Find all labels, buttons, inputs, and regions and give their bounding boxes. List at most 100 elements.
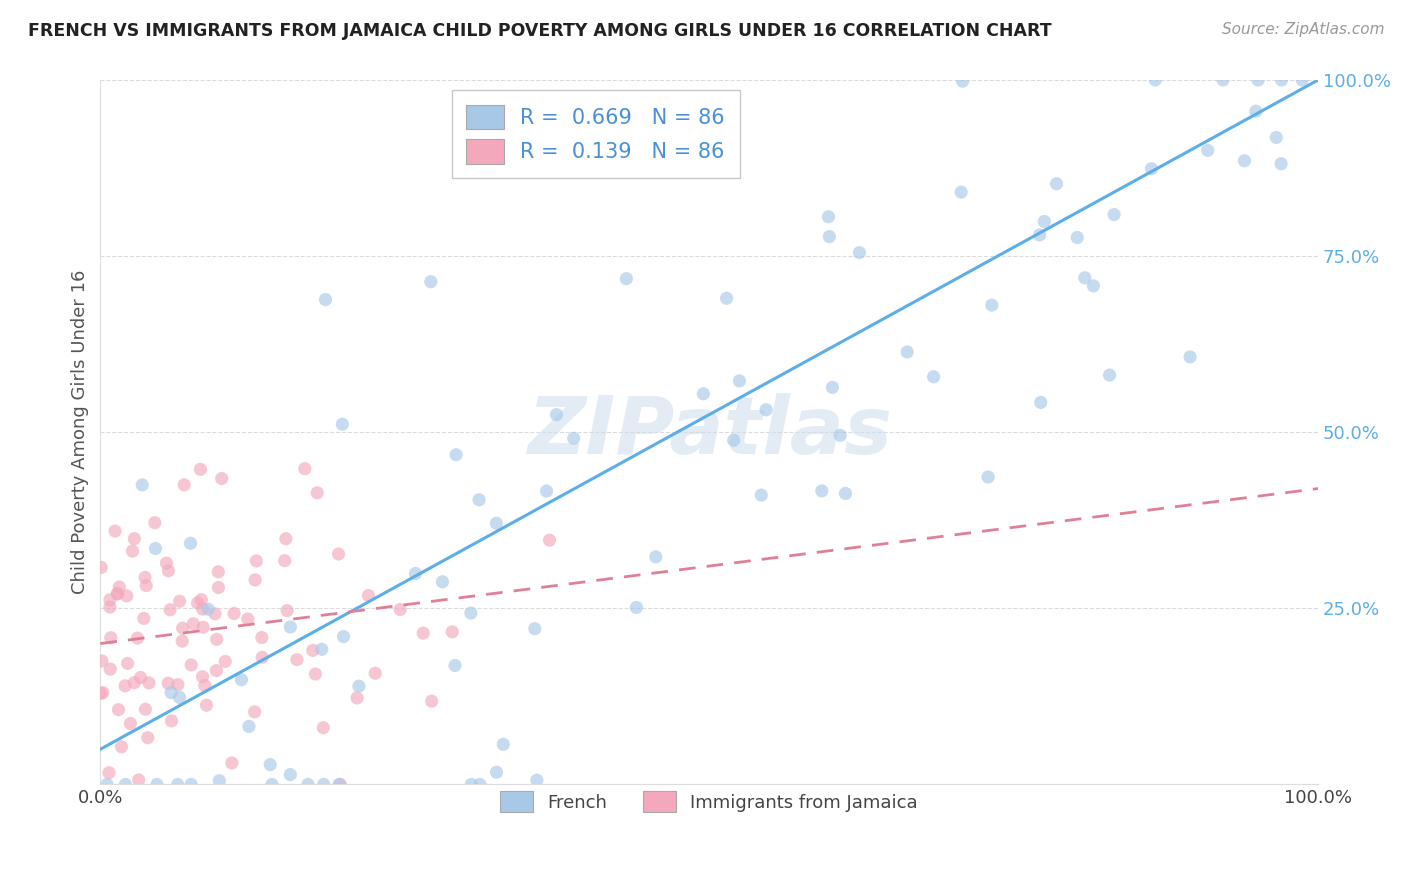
Point [180, 657, 202, 672]
Point [160, 685, 183, 699]
Point [90, 560, 112, 574]
Point [160, 714, 183, 728]
Point [485, 516, 508, 531]
Point [121, 544, 143, 558]
Point [1244, 104, 1267, 119]
Point [98, 600, 121, 615]
Point [1102, 208, 1125, 222]
Point [755, 402, 778, 417]
Point [523, 622, 546, 636]
Point [260, 777, 283, 791]
Point [127, 631, 149, 645]
Point [304, 667, 326, 681]
Point [214, 655, 236, 669]
Point [329, 777, 352, 791]
Point [136, 731, 159, 745]
Point [191, 670, 214, 684]
Point [311, 642, 333, 657]
Point [896, 345, 918, 359]
Point [180, 536, 202, 550]
Point [90, 686, 112, 700]
Point [195, 698, 218, 713]
Point [810, 483, 832, 498]
Point [1178, 350, 1201, 364]
Point [1045, 177, 1067, 191]
Point [728, 374, 751, 388]
Point [243, 573, 266, 587]
Point [120, 716, 142, 731]
Point [278, 767, 301, 781]
Point [830, 428, 852, 442]
Point [346, 690, 368, 705]
Point [1066, 230, 1088, 244]
Point [190, 462, 212, 476]
Point [536, 484, 558, 499]
Point [432, 574, 454, 589]
Point [222, 607, 245, 621]
Point [250, 631, 273, 645]
Text: Source: ZipAtlas.com: Source: ZipAtlas.com [1222, 22, 1385, 37]
Point [221, 756, 243, 770]
Point [124, 532, 146, 546]
Point [243, 705, 266, 719]
Point [183, 616, 205, 631]
Point [1098, 368, 1121, 382]
Point [114, 777, 136, 791]
Point [132, 611, 155, 625]
Point [145, 541, 167, 556]
Point [190, 592, 212, 607]
Point [314, 293, 336, 307]
Point [135, 578, 157, 592]
Point [110, 739, 132, 754]
Point [1197, 143, 1219, 157]
Point [159, 603, 181, 617]
Point [1247, 73, 1270, 87]
Text: ZIPatlas: ZIPatlas [527, 393, 891, 471]
Point [166, 777, 188, 791]
Point [307, 485, 329, 500]
Point [259, 757, 281, 772]
Point [157, 676, 180, 690]
Point [1029, 395, 1052, 409]
Point [245, 554, 267, 568]
Point [96, 777, 118, 791]
Point [207, 565, 229, 579]
Point [169, 594, 191, 608]
Point [980, 298, 1002, 312]
Point [98, 662, 121, 676]
Point [115, 589, 138, 603]
Point [328, 777, 350, 791]
Point [90, 654, 112, 668]
Point [238, 719, 260, 733]
Point [297, 777, 319, 791]
Point [357, 589, 380, 603]
Point [107, 587, 129, 601]
Point [98, 592, 121, 607]
Point [104, 524, 127, 538]
Point [1074, 270, 1097, 285]
Text: FRENCH VS IMMIGRANTS FROM JAMAICA CHILD POVERTY AMONG GIRLS UNDER 16 CORRELATION: FRENCH VS IMMIGRANTS FROM JAMAICA CHILD … [28, 22, 1052, 40]
Point [155, 556, 177, 570]
Legend: French, Immigrants from Jamaica: French, Immigrants from Jamaica [488, 779, 931, 825]
Point [138, 676, 160, 690]
Point [1233, 153, 1256, 168]
Point [1291, 73, 1313, 87]
Point [821, 380, 844, 394]
Point [412, 626, 434, 640]
Point [114, 679, 136, 693]
Point [167, 678, 190, 692]
Point [922, 369, 945, 384]
Point [197, 602, 219, 616]
Point [1270, 73, 1292, 87]
Point [1144, 73, 1167, 87]
Point [1265, 130, 1288, 145]
Point [191, 602, 214, 616]
Point [274, 532, 297, 546]
Point [205, 632, 228, 647]
Point [122, 675, 145, 690]
Point [231, 673, 253, 687]
Point [562, 431, 585, 445]
Point [817, 210, 839, 224]
Point [280, 620, 302, 634]
Point [419, 275, 441, 289]
